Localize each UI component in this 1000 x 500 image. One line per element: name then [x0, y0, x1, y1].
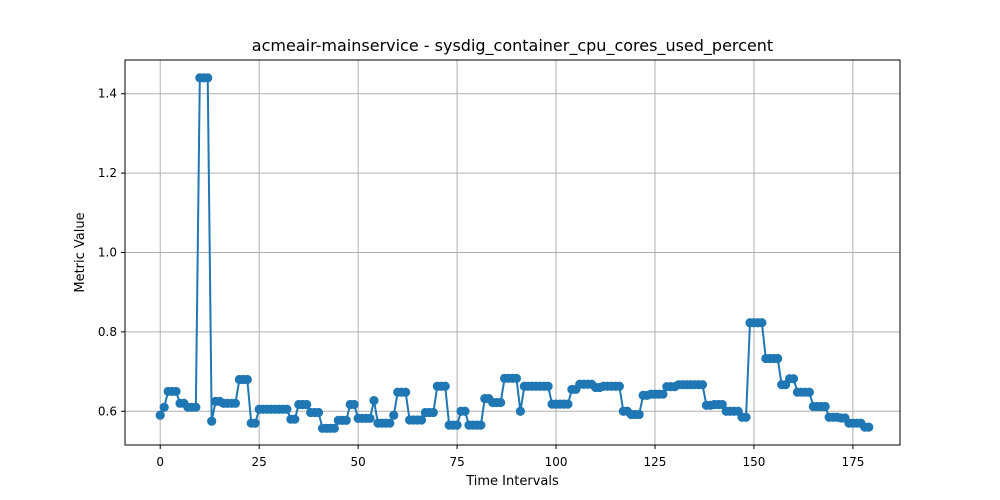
axes: 0 25 50 75 100 125 150 175 0.6 0.8 1.0 1.2 1.4 — [98, 59, 901, 469]
data-point — [515, 406, 526, 416]
data-point — [242, 374, 252, 385]
data-point — [440, 381, 450, 391]
data-point — [365, 413, 375, 424]
y-tick-label: 0.6 — [98, 404, 117, 418]
data-point — [191, 402, 201, 412]
data-point — [282, 404, 292, 414]
y-axis-ticks: 0.6 0.8 1.0 1.2 1.4 — [98, 87, 125, 418]
data-point — [159, 402, 169, 412]
data-point — [476, 420, 486, 430]
data-point — [864, 422, 874, 432]
grid-lines — [125, 60, 900, 445]
x-axis-ticks: 0 25 50 75 100 125 150 175 — [156, 445, 864, 469]
x-tick-label: 25 — [252, 455, 267, 469]
data-point — [341, 415, 351, 425]
x-tick-label: 150 — [742, 455, 765, 469]
data-point — [460, 406, 470, 416]
x-tick-label: 100 — [545, 455, 568, 469]
data-point — [757, 318, 767, 328]
data-point — [207, 416, 217, 426]
chart-title: acmeair-mainservice - sysdig_container_c… — [252, 36, 773, 56]
data-point — [250, 418, 260, 428]
x-tick-label: 50 — [350, 455, 365, 469]
data-point — [496, 397, 506, 408]
x-tick-label: 175 — [841, 455, 864, 469]
data-point — [820, 401, 830, 412]
data-point — [788, 374, 799, 384]
data-point — [416, 415, 427, 425]
data-point — [389, 410, 399, 420]
data-point — [741, 412, 751, 422]
y-tick-label: 0.8 — [98, 325, 117, 339]
data-point — [452, 420, 462, 430]
y-tick-label: 1.0 — [98, 246, 117, 260]
data-point — [302, 399, 312, 410]
data-point — [401, 387, 411, 397]
data-point — [155, 410, 165, 420]
data-point — [697, 380, 708, 390]
data-point — [313, 407, 324, 418]
data-point — [290, 414, 300, 424]
data-point — [171, 386, 181, 397]
data-point — [717, 399, 727, 410]
data-point — [369, 395, 379, 406]
data-point — [349, 399, 359, 410]
data-point — [658, 389, 668, 399]
data-point — [804, 387, 814, 397]
x-tick-label: 75 — [449, 455, 464, 469]
data-point — [511, 373, 522, 383]
data-point — [230, 398, 241, 408]
x-axis-label: Time Intervals — [465, 474, 559, 489]
data-point — [773, 353, 783, 364]
series-layer — [155, 73, 874, 433]
y-tick-label: 1.4 — [98, 87, 117, 101]
data-point — [203, 73, 213, 83]
data-point — [385, 418, 395, 428]
data-point — [329, 423, 339, 433]
x-tick-label: 0 — [156, 455, 164, 469]
x-tick-label: 125 — [644, 455, 667, 469]
data-point — [634, 409, 644, 420]
data-point — [428, 407, 438, 418]
data-point — [563, 399, 573, 409]
data-point — [614, 381, 624, 391]
y-tick-label: 1.2 — [98, 166, 117, 180]
y-axis-label: Metric Value — [73, 212, 88, 292]
data-point — [543, 381, 553, 391]
